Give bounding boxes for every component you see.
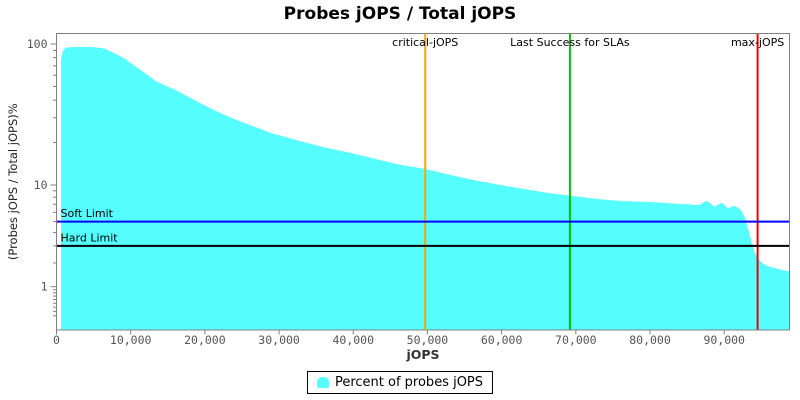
x-tick-label: 40,000 bbox=[332, 333, 374, 347]
x-tick-label: 80,000 bbox=[629, 333, 671, 347]
x-axis-title: jOPS bbox=[405, 347, 439, 362]
x-tick-label: 60,000 bbox=[481, 333, 523, 347]
marker-label-max-jops: max-jOPS bbox=[731, 36, 784, 49]
marker-label-hard-limit: Hard Limit bbox=[61, 231, 119, 244]
y-tick-label: 100 bbox=[27, 37, 48, 51]
x-tick-label: 20,000 bbox=[184, 333, 226, 347]
x-tick-label: 90,000 bbox=[703, 333, 745, 347]
x-tick-label: 10,000 bbox=[110, 333, 152, 347]
x-tick-label: 70,000 bbox=[555, 333, 597, 347]
x-tick-label: 0 bbox=[53, 333, 60, 347]
x-tick-label: 30,000 bbox=[258, 333, 300, 347]
legend-item-label: Percent of probes jOPS bbox=[334, 375, 484, 390]
plot-border bbox=[56, 33, 790, 331]
marker-label-last-success-for-slas: Last Success for SLAs bbox=[510, 36, 630, 49]
y-tick-label: 1 bbox=[41, 280, 48, 294]
y-tick-label: 10 bbox=[34, 178, 48, 192]
legend-key-swatch bbox=[316, 377, 329, 388]
legend: Percent of probes jOPS bbox=[306, 371, 494, 394]
chart-title: Probes jOPS / Total jOPS bbox=[283, 4, 517, 24]
x-tick-label: 50,000 bbox=[407, 333, 449, 347]
marker-label-soft-limit: Soft Limit bbox=[61, 207, 114, 220]
y-axis-title: (Probes jOPS / Total jOPS)% bbox=[6, 103, 20, 260]
marker-label-critical-jops: critical-jOPS bbox=[392, 36, 458, 49]
